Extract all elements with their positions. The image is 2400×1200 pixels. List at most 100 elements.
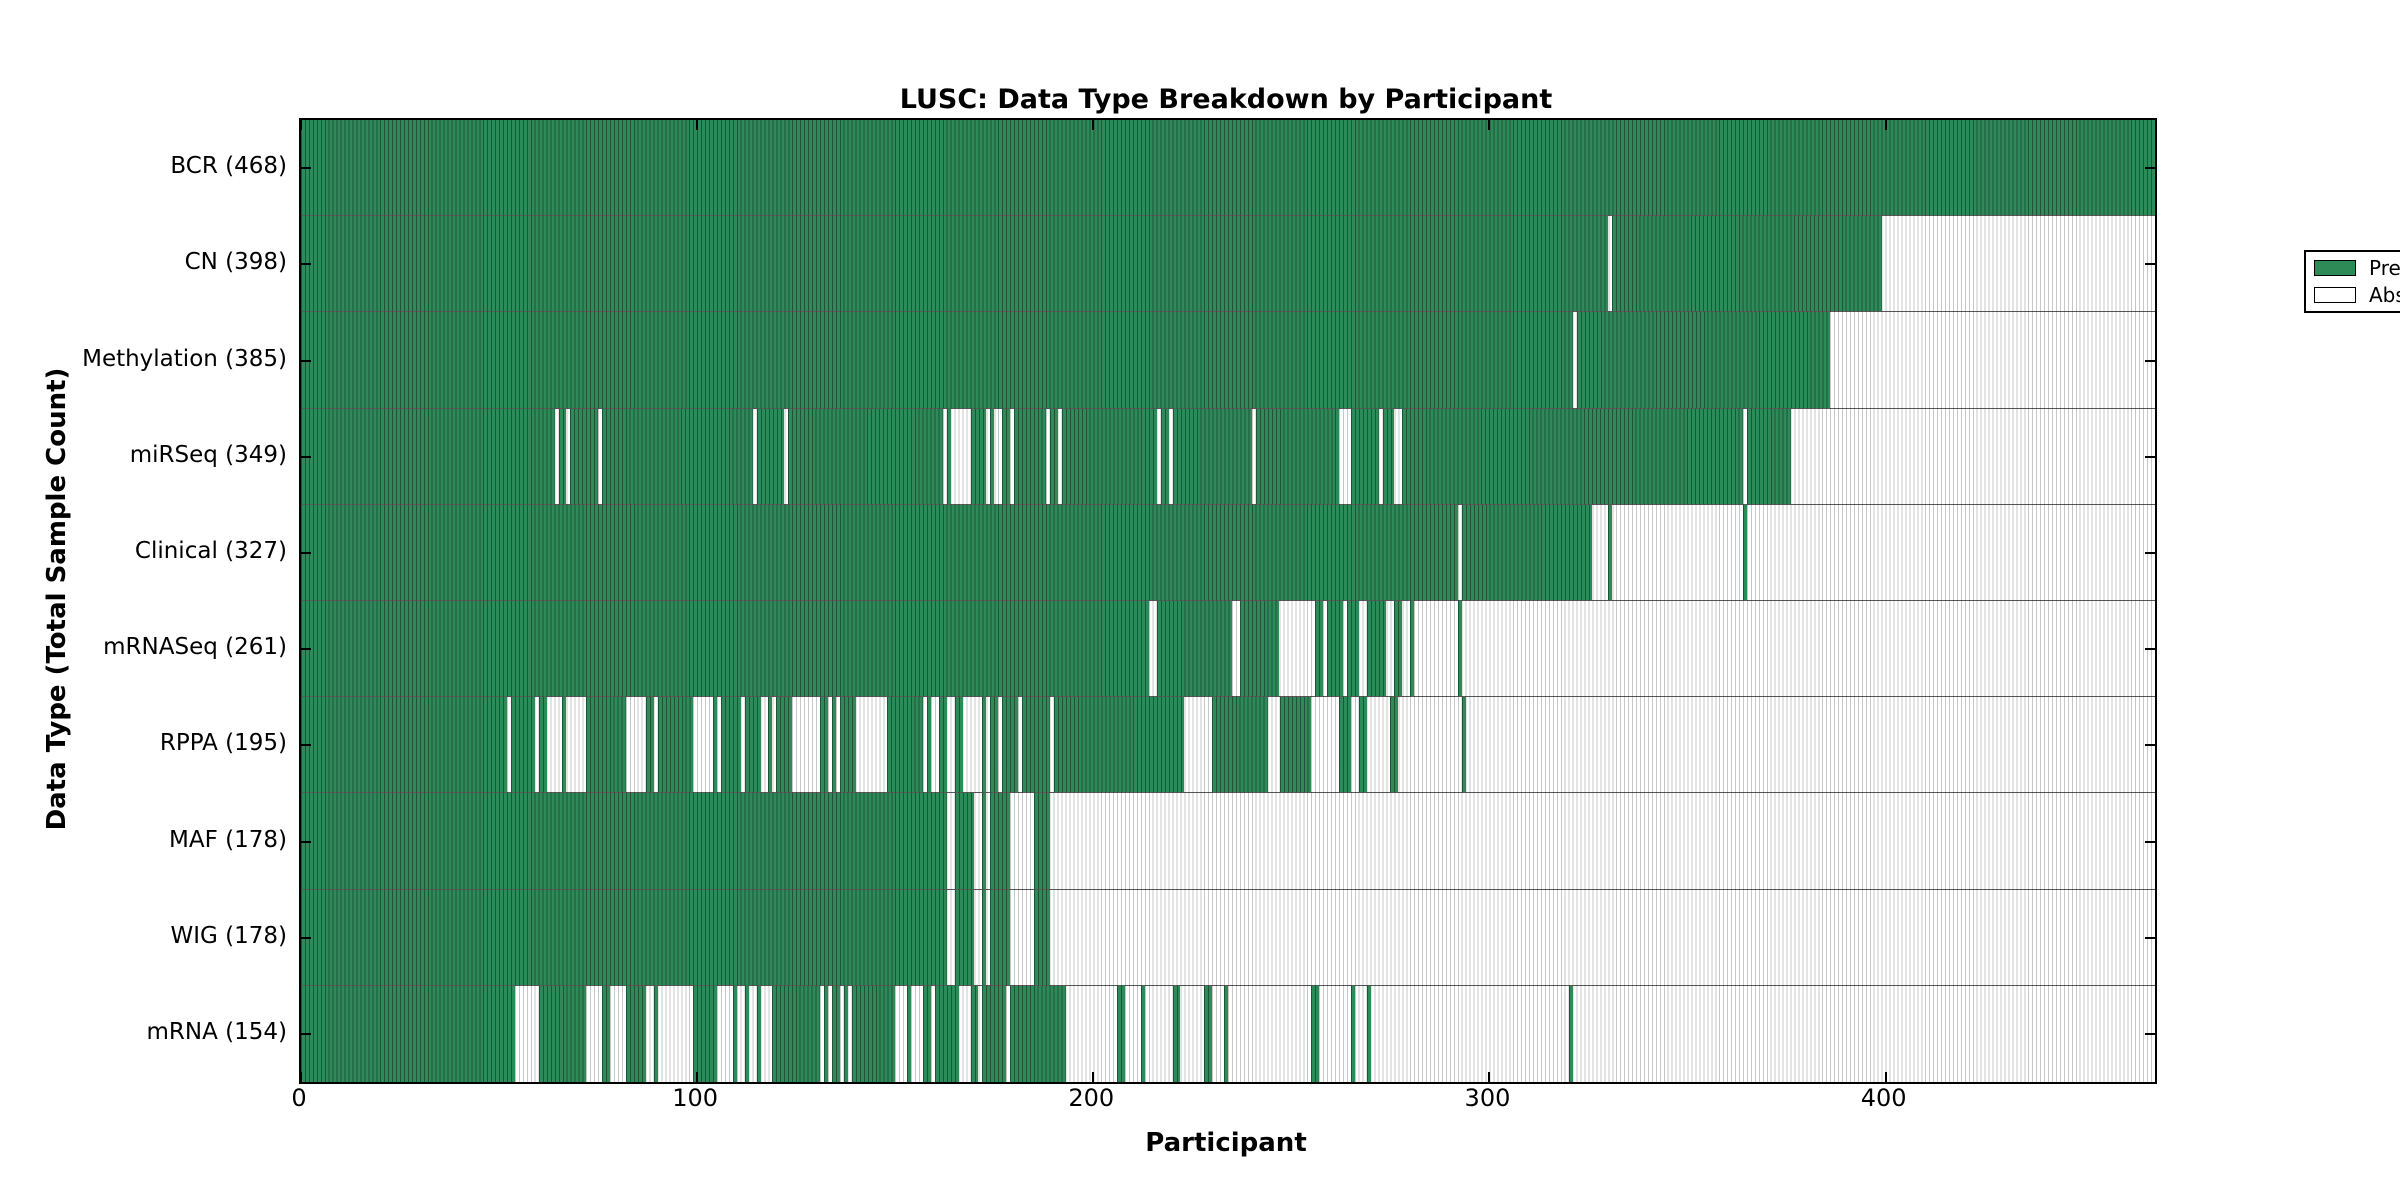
present-segment (946, 408, 951, 504)
present-segment (954, 697, 963, 793)
present-segment (538, 985, 587, 1082)
y-tick-left (301, 167, 311, 170)
present-segment (982, 697, 987, 793)
x-tick-100 (696, 1072, 699, 1082)
present-segment (1117, 985, 1125, 1082)
present-segment (982, 793, 987, 889)
present-segment (538, 697, 547, 793)
present-segment (1327, 601, 1343, 697)
x-tick-0 (300, 1072, 302, 1082)
present-swatch (2314, 260, 2356, 276)
present-segment (744, 697, 761, 793)
present-segment (301, 408, 555, 504)
y-tick-label-wig: WIG (178) (170, 922, 287, 949)
present-segment (776, 697, 793, 793)
present-segment (819, 697, 828, 793)
y-tick-label-methylation: Methylation (385) (82, 345, 287, 372)
present-segment (1568, 985, 1573, 1082)
present-segment (301, 793, 947, 889)
present-segment (938, 697, 947, 793)
present-segment (1002, 697, 1019, 793)
present-segment (1382, 408, 1395, 504)
present-segment (990, 793, 1011, 889)
present-segment (1402, 408, 1743, 504)
present-segment (926, 697, 931, 793)
present-segment (970, 985, 979, 1082)
present-segment (1461, 697, 1466, 793)
y-tick-right (2145, 936, 2155, 939)
present-segment (1033, 793, 1050, 889)
y-tick-left (301, 359, 311, 362)
present-segment (1338, 697, 1351, 793)
present-segment (1049, 408, 1058, 504)
present-segment (823, 985, 828, 1082)
present-segment (1410, 601, 1415, 697)
present-segment (562, 697, 567, 793)
present-segment (720, 697, 741, 793)
x-tick-label-100: 100 (672, 1084, 719, 1112)
y-tick-label-mrna: mRNA (154) (146, 1018, 287, 1045)
present-segment (1743, 504, 1747, 600)
x-tick-300 (1488, 1072, 1491, 1082)
present-segment (922, 985, 931, 1082)
present-segment (843, 985, 848, 1082)
x-tick-label-400: 400 (1860, 1084, 1907, 1112)
y-tick-label-maf: MAF (178) (169, 826, 287, 853)
present-segment (1311, 985, 1320, 1082)
present-segment (1160, 408, 1169, 504)
present-segment (1239, 601, 1280, 697)
row-methylation (301, 312, 2155, 409)
x-tick-300 (1488, 120, 1491, 130)
present-segment (887, 697, 923, 793)
present-segment (990, 408, 995, 504)
present-segment (756, 985, 761, 1082)
present-segment (1358, 697, 1367, 793)
x-tick-label-0: 0 (291, 1084, 307, 1112)
present-segment (1461, 504, 1593, 600)
y-tick-right (2145, 455, 2155, 458)
present-segment (1346, 601, 1359, 697)
present-segment (693, 985, 717, 1082)
present-segment (907, 985, 912, 1082)
present-segment (1002, 408, 1011, 504)
row-mrnaseq (301, 601, 2155, 698)
y-tick-left (301, 744, 311, 747)
y-tick-label-clinical: Clinical (327) (134, 537, 287, 564)
present-segment (1140, 985, 1145, 1082)
present-segment (570, 408, 599, 504)
present-segment (301, 601, 1149, 697)
present-segment (756, 408, 785, 504)
present-segment (1576, 312, 1831, 408)
present-segment (990, 697, 999, 793)
present-segment (1255, 408, 1339, 504)
present-segment (744, 985, 749, 1082)
y-tick-right (2145, 648, 2155, 651)
present-segment (1366, 985, 1371, 1082)
present-segment (732, 985, 737, 1082)
legend: Present Absent (2304, 250, 2400, 313)
x-tick-0 (300, 120, 302, 130)
present-segment (1204, 985, 1213, 1082)
x-tick-100 (696, 120, 699, 130)
present-segment (301, 889, 947, 985)
present-segment (586, 697, 626, 793)
present-segment (1053, 697, 1185, 793)
present-segment (831, 697, 836, 793)
y-tick-left (301, 648, 311, 651)
y-tick-right (2145, 551, 2155, 554)
present-segment (1172, 408, 1252, 504)
present-segment (1172, 985, 1181, 1082)
present-segment (301, 504, 1458, 600)
present-segment (301, 216, 1609, 312)
present-segment (1457, 601, 1462, 697)
present-segment (1608, 504, 1613, 600)
legend-entry-absent: Absent (2314, 284, 2400, 306)
y-tick-right (2145, 1032, 2155, 1035)
row-mrna (301, 985, 2155, 1082)
y-tick-left (301, 551, 311, 554)
row-rppa (301, 697, 2155, 794)
x-tick-200 (1092, 1072, 1095, 1082)
present-segment (772, 985, 820, 1082)
y-tick-label-rppa: RPPA (195) (159, 730, 287, 757)
